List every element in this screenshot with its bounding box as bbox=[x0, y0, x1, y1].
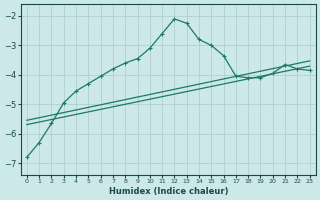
X-axis label: Humidex (Indice chaleur): Humidex (Indice chaleur) bbox=[108, 187, 228, 196]
